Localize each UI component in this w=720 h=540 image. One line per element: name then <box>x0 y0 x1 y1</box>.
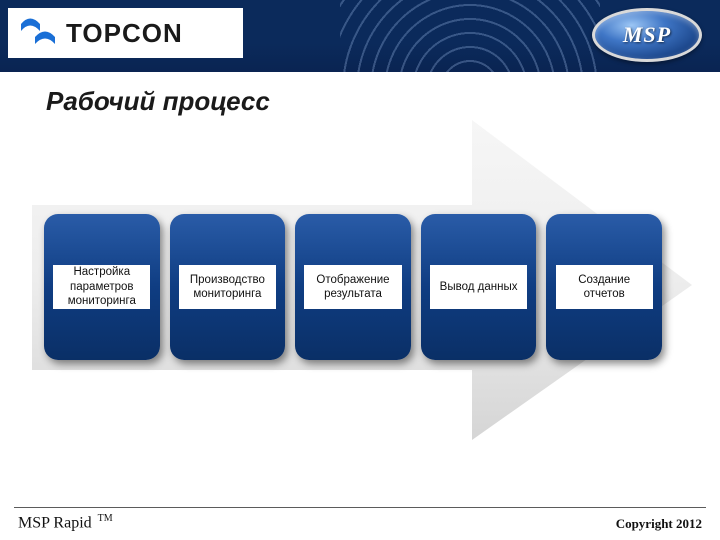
page-title: Рабочий процесс <box>46 86 270 117</box>
stage-block: Создание отчетов <box>546 214 662 360</box>
msp-badge: MSP <box>592 8 702 62</box>
stage-label: Вывод данных <box>430 265 527 309</box>
stage-block: Настройка параметров мониторинга <box>44 214 160 360</box>
footer-tm: TM <box>98 513 113 524</box>
stage-block: Отображение результата <box>295 214 411 360</box>
topcon-logo-box: TOPCON <box>8 8 243 58</box>
stage-block: Производство мониторинга <box>170 214 286 360</box>
stage-block: Вывод данных <box>421 214 537 360</box>
stage-row: Настройка параметров мониторинга Произво… <box>44 214 662 360</box>
footer-left: MSP Rapid TM <box>18 513 113 532</box>
stage-label: Отображение результата <box>304 265 401 309</box>
topcon-wordmark: TOPCON <box>66 18 183 49</box>
footer-product: MSP Rapid <box>18 514 92 531</box>
stage-label: Создание отчетов <box>556 265 653 309</box>
slide: TOPCON MSP Рабочий процесс Настройка пар… <box>0 0 720 540</box>
stage-label: Производство мониторинга <box>179 265 276 309</box>
footer-divider <box>14 507 706 508</box>
topcon-logo-icon <box>18 16 58 50</box>
stage-label: Настройка параметров мониторинга <box>53 265 150 309</box>
msp-badge-label: MSP <box>623 22 671 48</box>
tunnel-graphic <box>340 0 600 72</box>
footer-copyright: Copyright 2012 <box>616 516 702 532</box>
